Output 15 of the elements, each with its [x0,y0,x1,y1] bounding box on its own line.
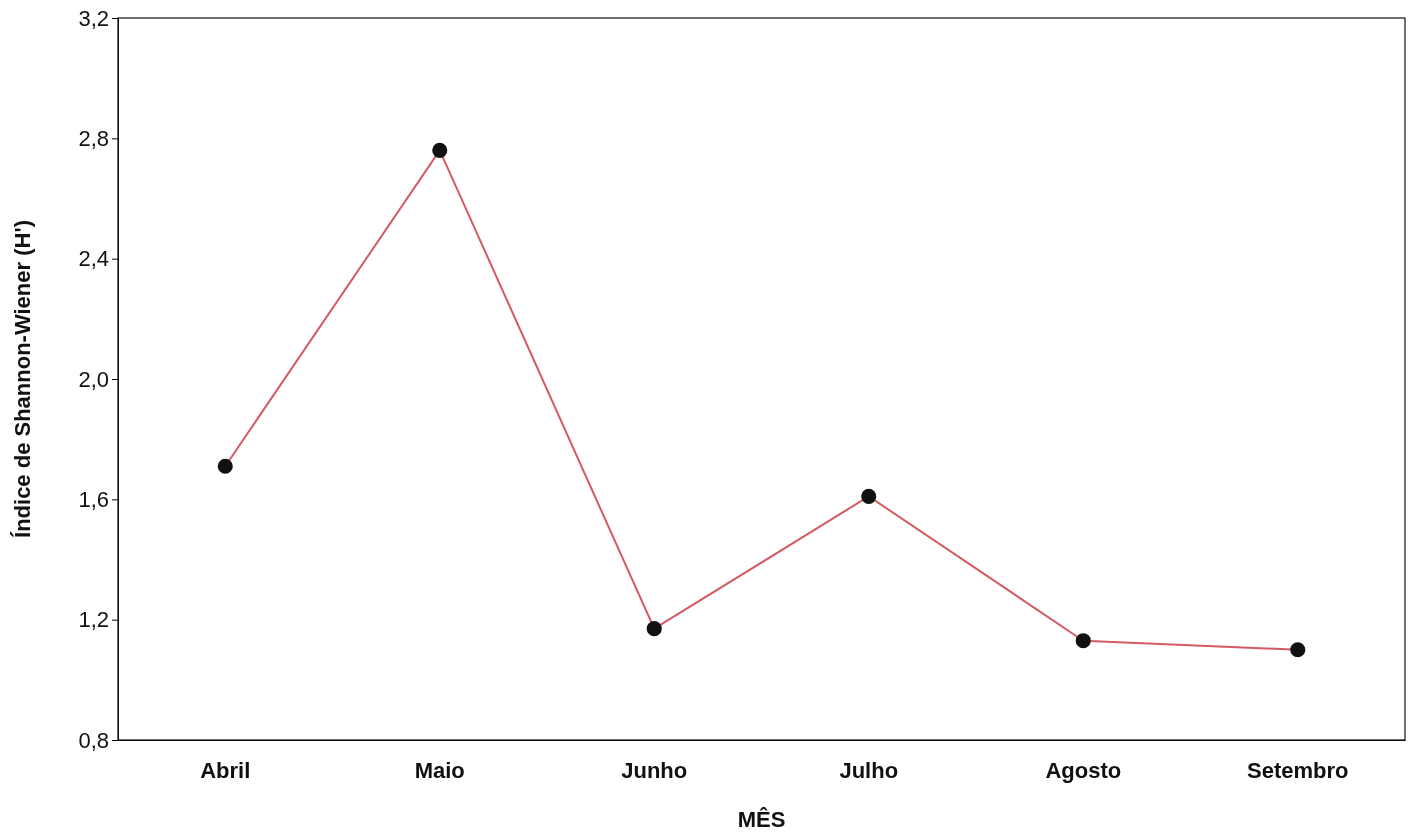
x-tick-label: Maio [414,757,465,783]
x-tick-label: Julho [839,757,899,783]
x-axis-title: MÊS [737,807,786,832]
y-tick-label: 3,2 [78,5,109,31]
y-tick-label: 2,4 [78,246,109,272]
y-tick-label: 1,6 [78,486,109,512]
y-tick-label: 2,8 [78,125,109,151]
y-axis-title: Índice de Shannon-Wiener (H') [10,220,35,538]
x-tick-label: Agosto [1045,757,1122,783]
y-tick-label: 0,8 [78,727,109,753]
x-tick-label: Abril [200,757,251,783]
x-tick-label: Setembro [1247,757,1349,783]
x-tick-label: Junho [621,757,688,783]
y-tick-label: 1,2 [78,607,109,633]
y-tick-label: 2,0 [78,366,109,392]
